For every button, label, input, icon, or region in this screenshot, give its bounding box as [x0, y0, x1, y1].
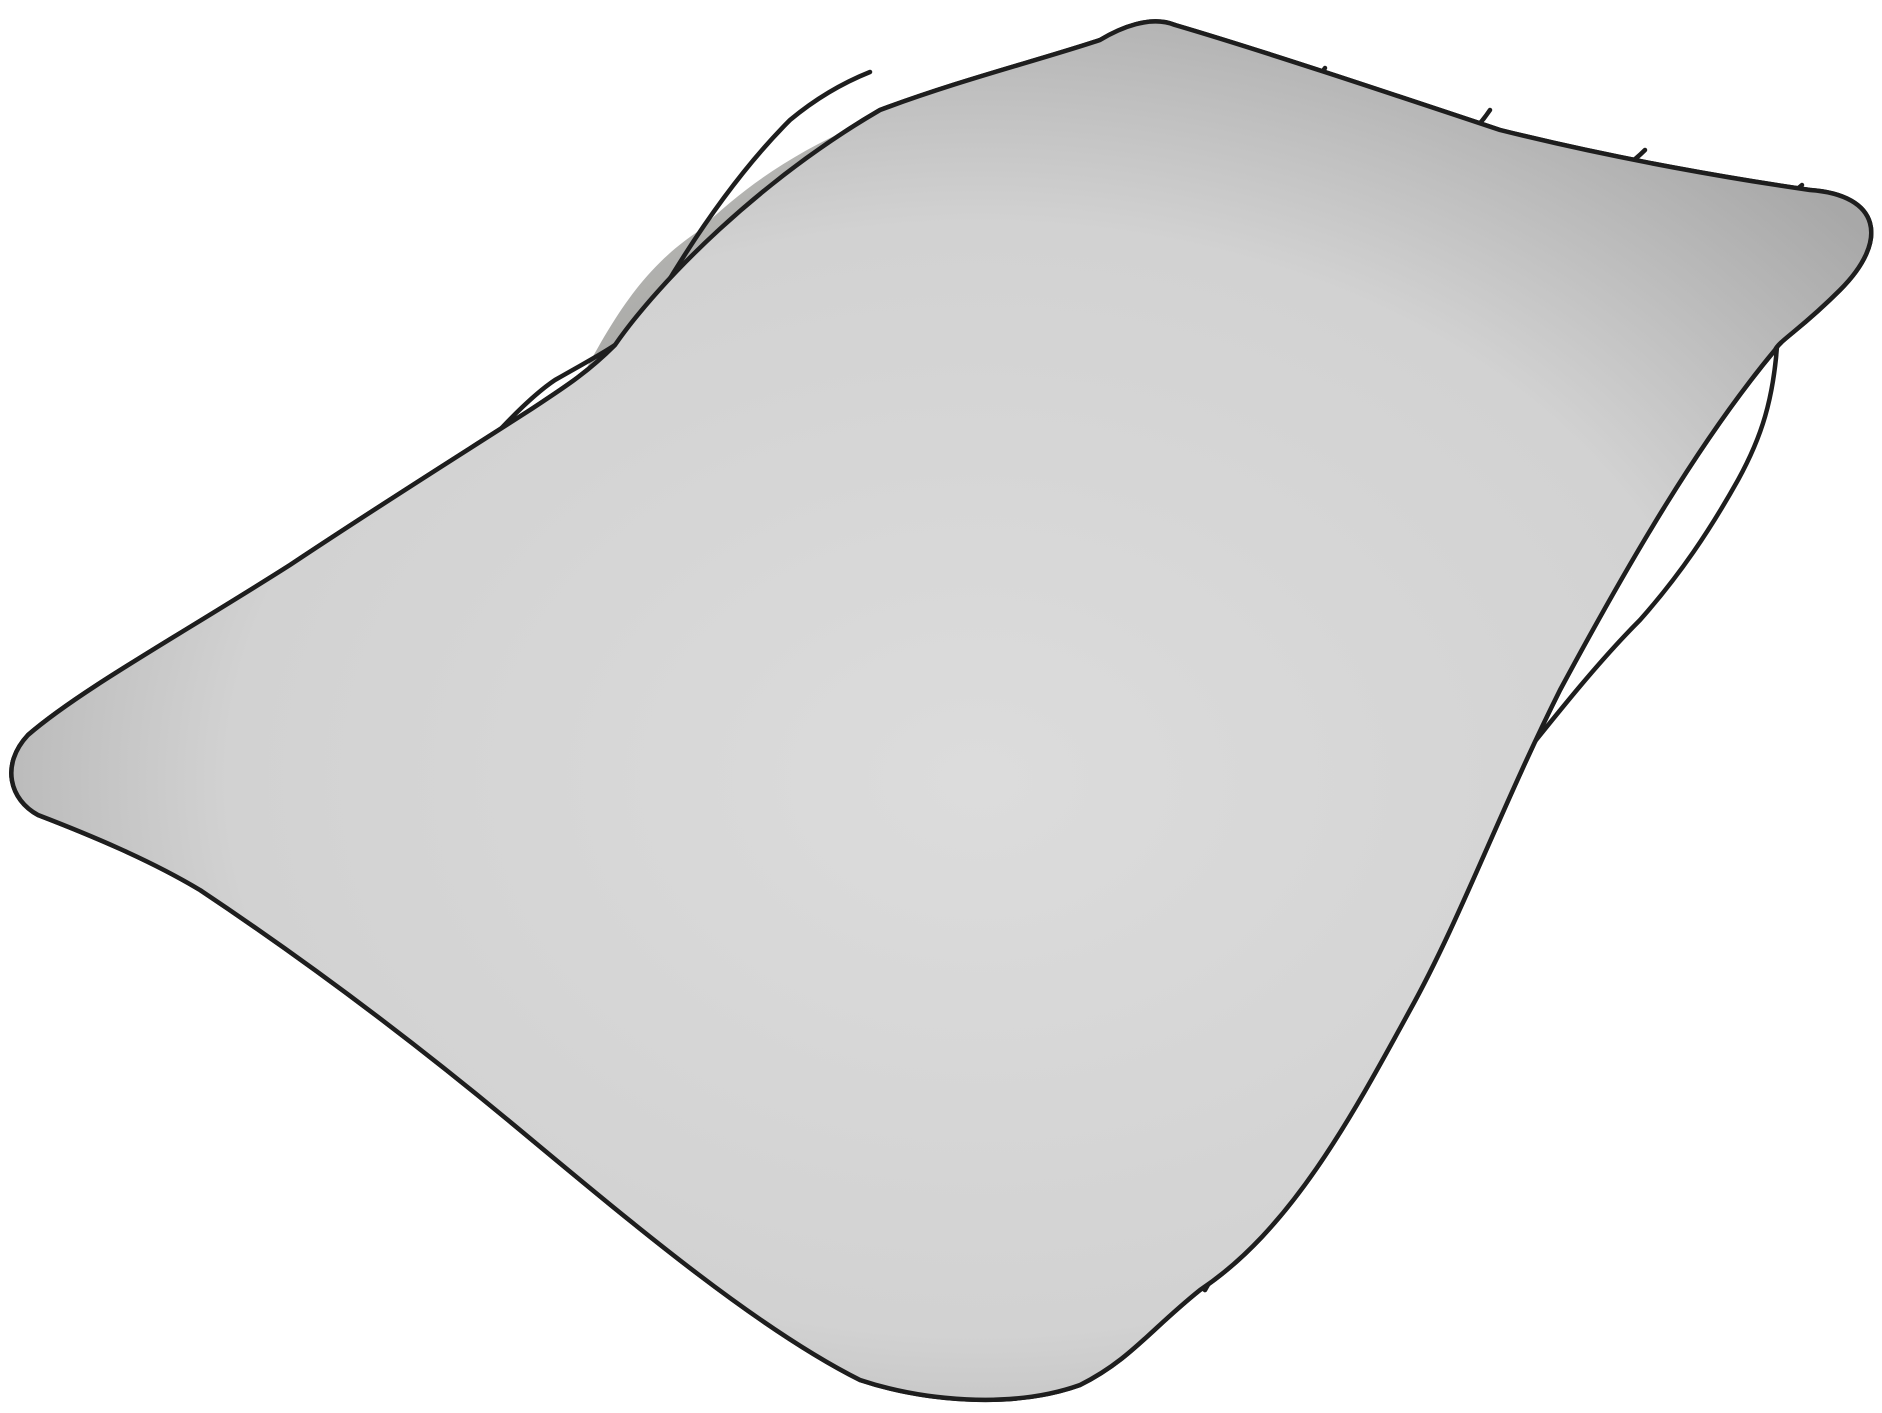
- surface-outline: [11, 21, 1871, 1399]
